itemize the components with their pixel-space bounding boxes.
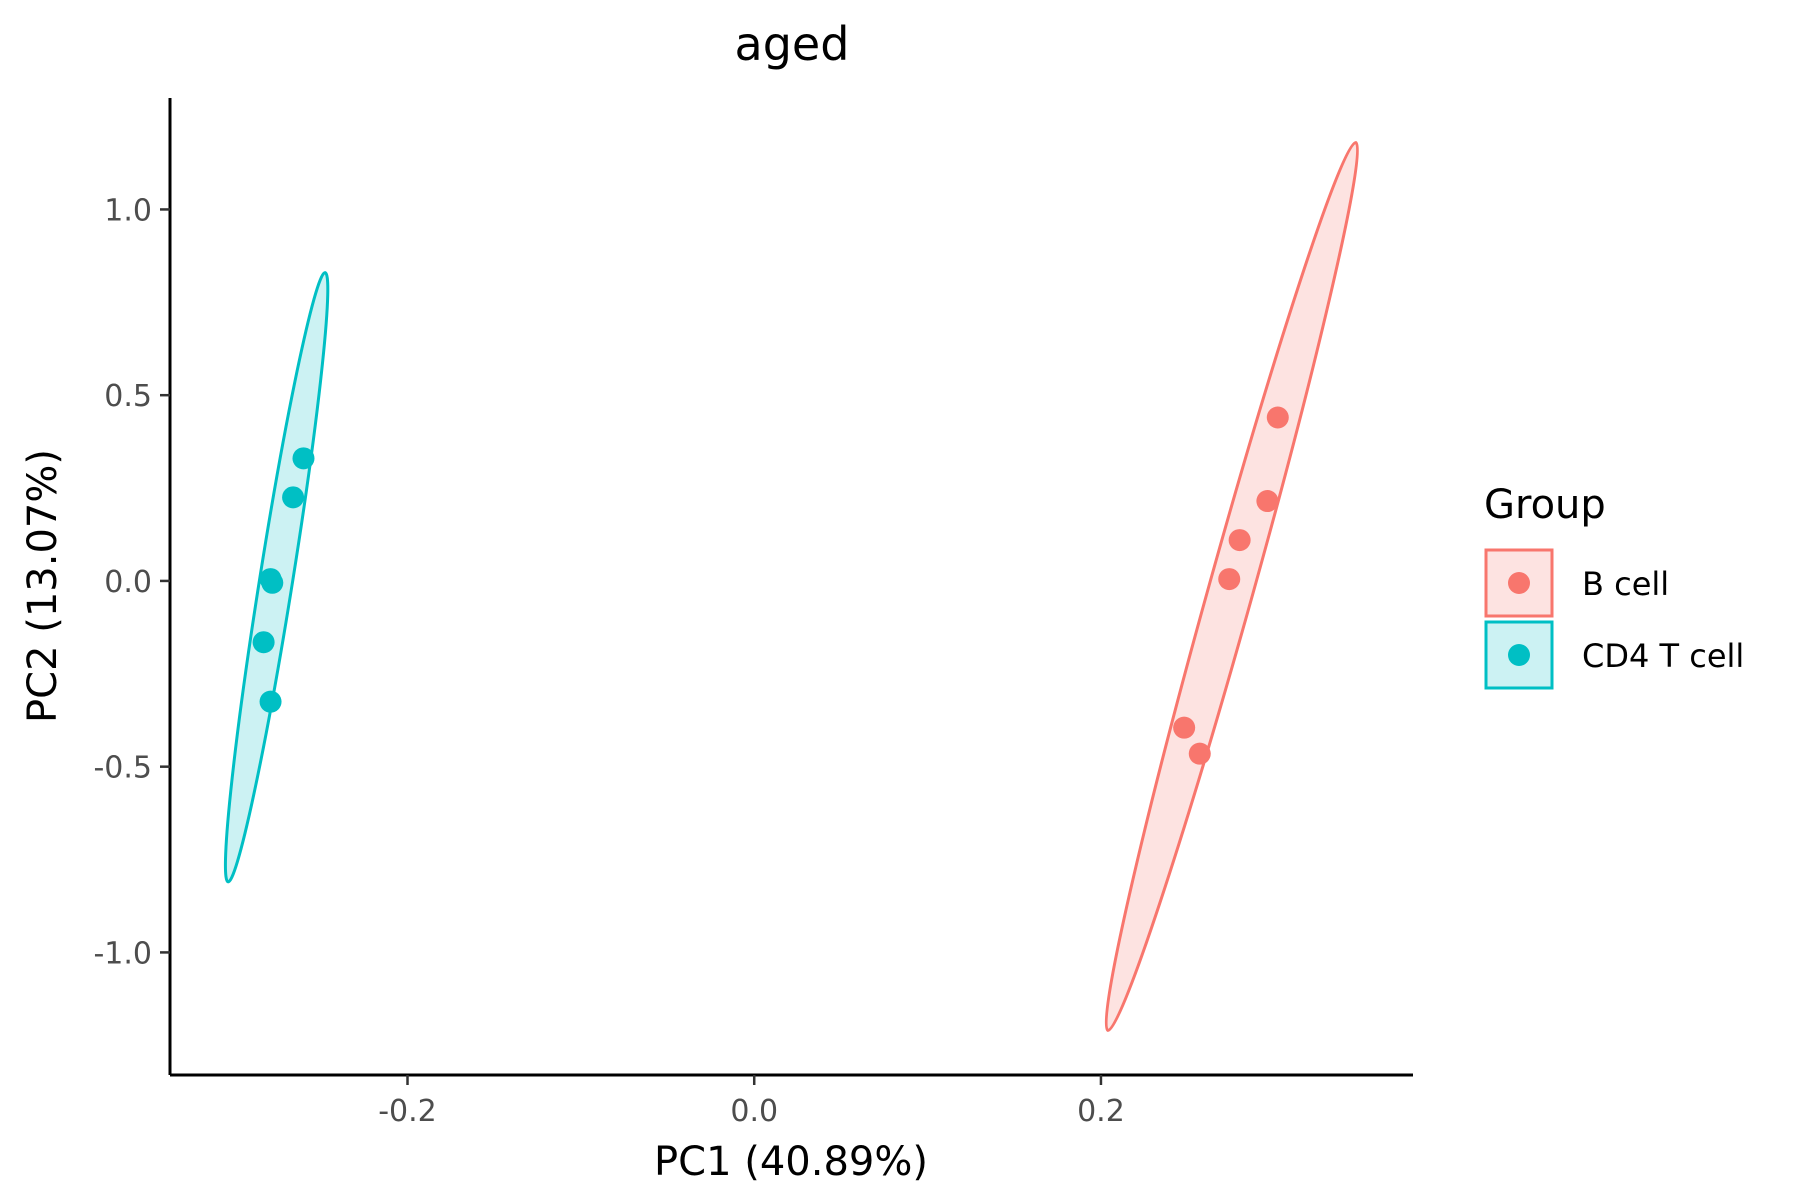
x-axis-ticks: -0.2 0.0 0.2 bbox=[378, 1075, 1125, 1129]
data-point bbox=[259, 690, 282, 713]
data-point bbox=[292, 447, 315, 470]
legend-key-box bbox=[1484, 620, 1554, 690]
point-layer bbox=[252, 406, 1289, 765]
data-point bbox=[1188, 742, 1211, 765]
data-point bbox=[1256, 490, 1279, 513]
data-point bbox=[1218, 568, 1241, 591]
legend-label: CD4 T cell bbox=[1582, 637, 1744, 675]
legend-key-point bbox=[1508, 572, 1530, 594]
data-point bbox=[1228, 529, 1251, 552]
legend-key-point bbox=[1508, 644, 1530, 666]
y-tick-label: -0.5 bbox=[93, 751, 152, 786]
legend-items: B cell CD4 T cell bbox=[1484, 548, 1744, 690]
y-axis-title: PC2 (13.07%) bbox=[20, 449, 66, 723]
x-tick-label: 0.2 bbox=[1077, 1094, 1125, 1129]
y-tick-label: 0.5 bbox=[104, 379, 152, 414]
legend: Group B cell CD4 T cell bbox=[1484, 482, 1744, 690]
y-axis-ticks: 1.0 0.5 0.0 -0.5 -1.0 bbox=[93, 193, 170, 971]
y-tick-label: 1.0 bbox=[104, 193, 152, 228]
x-tick-label: 0.0 bbox=[730, 1094, 778, 1129]
data-point bbox=[282, 486, 305, 509]
plot-area bbox=[223, 141, 1360, 1032]
x-axis-title: PC1 (40.89%) bbox=[654, 1139, 928, 1185]
data-point bbox=[1266, 406, 1289, 429]
data-point bbox=[1173, 716, 1196, 739]
chart-title: aged bbox=[735, 17, 850, 71]
data-point bbox=[261, 571, 284, 594]
legend-title: Group bbox=[1484, 482, 1606, 528]
ellipse-layer bbox=[223, 141, 1360, 1032]
y-tick-label: -1.0 bbox=[93, 936, 152, 971]
y-tick-label: 0.0 bbox=[104, 565, 152, 600]
legend-label: B cell bbox=[1582, 565, 1669, 603]
data-point bbox=[252, 631, 275, 654]
x-tick-label: -0.2 bbox=[378, 1094, 437, 1129]
